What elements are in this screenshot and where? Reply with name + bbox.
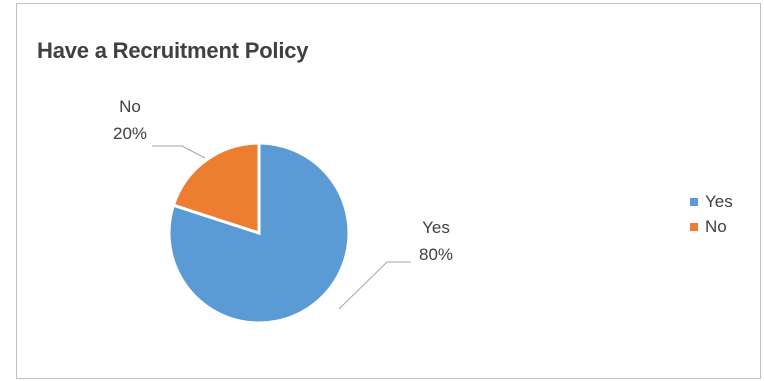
- slice-label-value-no: 20%: [113, 124, 147, 143]
- slice-label-name-no: No: [119, 97, 141, 116]
- pie-slice-no: [171, 141, 261, 236]
- slice-label-name-yes: Yes: [422, 218, 450, 237]
- chart-area: Have a Recruitment Policy: [16, 3, 761, 379]
- legend-label-yes: Yes: [705, 191, 733, 211]
- legend: Yes No: [690, 190, 733, 240]
- legend-swatch-yes: [690, 197, 698, 206]
- leader-line-no: [152, 145, 206, 159]
- legend-label-no: No: [705, 216, 727, 236]
- legend-item-yes: Yes: [690, 190, 733, 213]
- legend-item-no: No: [690, 215, 733, 238]
- slice-label-value-yes: 80%: [419, 245, 453, 264]
- leader-line-yes: [338, 261, 411, 310]
- chart-title: Have a Recruitment Policy: [37, 38, 309, 63]
- legend-swatch-no: [690, 222, 698, 231]
